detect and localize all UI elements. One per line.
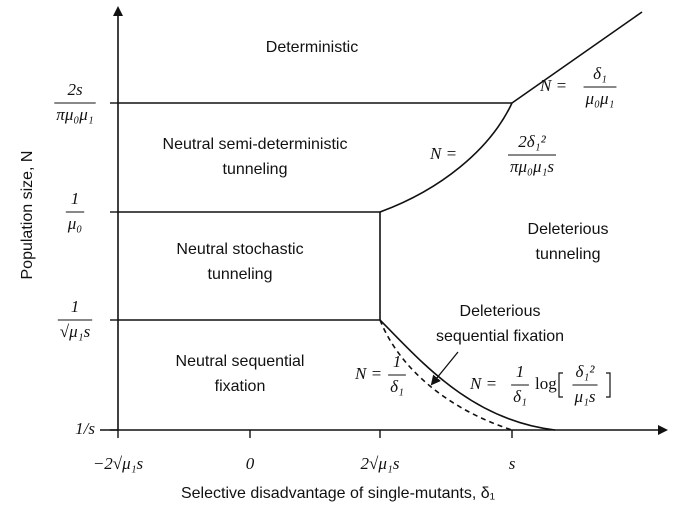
region-label: tunneling xyxy=(223,161,288,178)
denominator: μ₁s xyxy=(573,387,595,406)
numerator: 1 xyxy=(71,189,80,208)
denominator: πμ₀μ₁s xyxy=(510,157,554,176)
x-tick-label: −2√μ₁s xyxy=(93,454,144,473)
region-label: Deleterious xyxy=(460,303,541,320)
denominator: √μ₁s xyxy=(60,322,91,341)
x-tick-label: 2√μ₁s xyxy=(361,454,400,473)
denominator: πμ₀μ₁ xyxy=(56,105,93,124)
numerator: δ₁² xyxy=(576,362,596,381)
denominator: μ₀μ₁ xyxy=(585,89,615,108)
boundary xyxy=(379,102,513,213)
x-axis-label: Selective disadvantage of single-mutants… xyxy=(181,485,495,502)
boundary-dashed xyxy=(379,319,513,431)
y-tick-label: 1/s xyxy=(75,419,95,438)
numerator: 2δ₁² xyxy=(518,132,546,151)
region-label: Neutral semi-deterministic xyxy=(163,136,348,153)
region-label: tunneling xyxy=(536,246,601,263)
formula-lhs: N = xyxy=(539,76,567,95)
denominator: μ₀ xyxy=(67,214,83,233)
x-tick-label: s xyxy=(509,454,516,473)
denominator: δ₁ xyxy=(390,377,404,396)
formula-lhs: N = xyxy=(469,374,497,393)
region-label: Neutral stochastic xyxy=(176,241,303,258)
denominator: δ₁ xyxy=(513,387,527,406)
x-tick-label: 0 xyxy=(246,454,255,473)
numerator: 1 xyxy=(516,362,525,381)
region-label: sequential fixation xyxy=(436,328,564,345)
numerator: 1 xyxy=(71,297,80,316)
region-label: tunneling xyxy=(208,266,273,283)
y-axis-label: Population size, N xyxy=(19,151,36,280)
numerator: 1 xyxy=(393,352,402,371)
region-label: fixation xyxy=(215,378,266,395)
boundary xyxy=(511,11,643,104)
bracket xyxy=(558,372,611,398)
axes-lines xyxy=(100,6,668,435)
region-label: Deleterious xyxy=(528,221,609,238)
formula-lhs: N = xyxy=(429,144,457,163)
region-label: Neutral sequential xyxy=(176,353,305,370)
numerator: δ₁ xyxy=(593,64,607,83)
region-label: Deterministic xyxy=(266,39,358,56)
formula-lhs: N = xyxy=(354,364,382,383)
boundary xyxy=(379,319,556,431)
formula-op: log xyxy=(535,374,557,393)
numerator: 2s xyxy=(67,80,83,99)
pointer-arrow xyxy=(430,351,459,386)
